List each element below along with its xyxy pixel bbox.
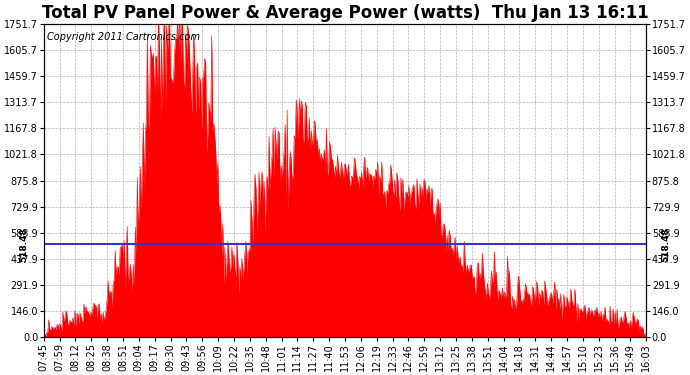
- Title: Total PV Panel Power & Average Power (watts)  Thu Jan 13 16:11: Total PV Panel Power & Average Power (wa…: [41, 4, 649, 22]
- Text: Copyright 2011 Cartronics.com: Copyright 2011 Cartronics.com: [47, 32, 199, 42]
- Text: 518.48: 518.48: [661, 227, 671, 262]
- Text: 518.48: 518.48: [19, 227, 29, 262]
